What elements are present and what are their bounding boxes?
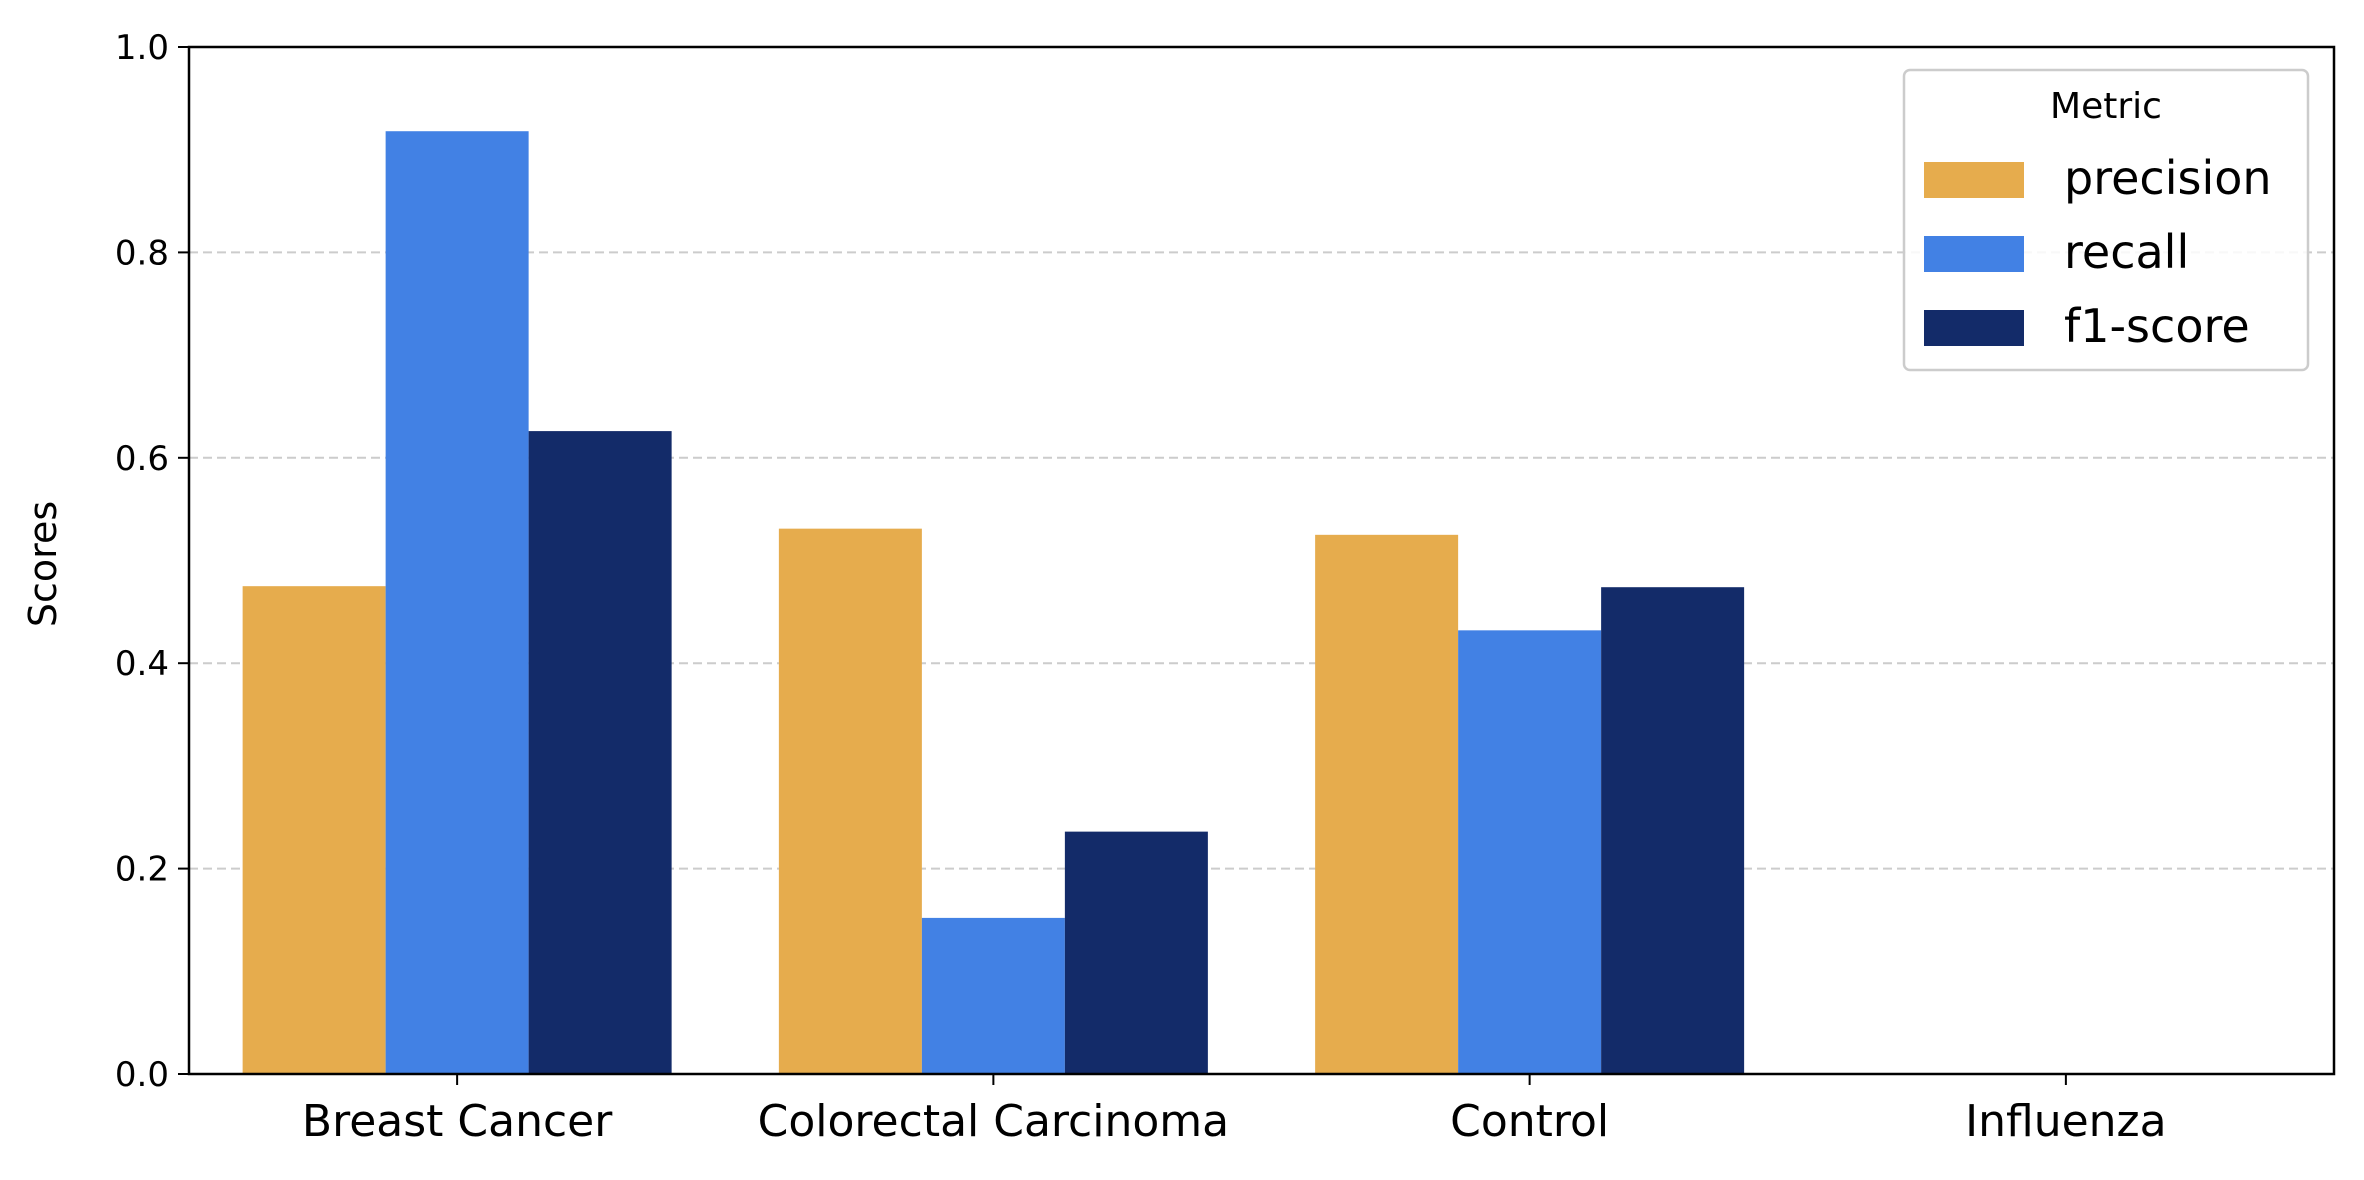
y-tick-label: 0.0 xyxy=(115,1055,169,1095)
x-tick-label: Influenza xyxy=(1965,1096,2166,1147)
bar-recall-breast-cancer xyxy=(385,131,529,1075)
x-tick-label: Control xyxy=(1450,1096,1609,1147)
legend-label-recall: recall xyxy=(2064,225,2189,279)
legend-swatch-recall xyxy=(1924,236,2024,272)
bar-precision-colorectal-carcinoma xyxy=(778,528,922,1074)
legend-swatch-precision xyxy=(1924,162,2024,198)
y-tick-label: 0.8 xyxy=(115,233,169,273)
x-tick-label: Colorectal Carcinoma xyxy=(758,1096,1229,1147)
axes: 0.0 0.2 0.4 0.6 0.8 1.0 Breast Cancer Colorecta… xyxy=(115,28,2336,1147)
legend-swatch-f1-score xyxy=(1924,310,2024,346)
y-tick-label: 0.4 xyxy=(115,644,169,684)
bar-recall-control xyxy=(1458,630,1602,1074)
bar-precision-control xyxy=(1315,534,1459,1074)
bar-recall-colorectal-carcinoma xyxy=(921,917,1065,1074)
bar-f1-score-colorectal-carcinoma xyxy=(1064,831,1208,1074)
bar-f1-score-control xyxy=(1601,587,1745,1074)
legend: Metric precision recall f1-score xyxy=(1902,68,2310,372)
legend-box xyxy=(1902,68,2310,372)
x-tick-label: Breast Cancer xyxy=(302,1096,613,1147)
legend-label-f1-score: f1-score xyxy=(2064,299,2250,353)
y-tick-label: 1.0 xyxy=(115,28,169,68)
plot-frame xyxy=(187,45,2336,1076)
bar-f1-score-breast-cancer xyxy=(528,431,672,1074)
legend-title: Metric xyxy=(2050,86,2162,127)
bar-precision-breast-cancer xyxy=(242,586,386,1074)
y-axis-label: Scores xyxy=(21,501,65,627)
y-tick-label: 0.2 xyxy=(115,850,169,890)
legend-label-precision: precision xyxy=(2064,151,2272,205)
bars xyxy=(242,131,1745,1075)
y-tick-label: 0.6 xyxy=(115,439,169,479)
